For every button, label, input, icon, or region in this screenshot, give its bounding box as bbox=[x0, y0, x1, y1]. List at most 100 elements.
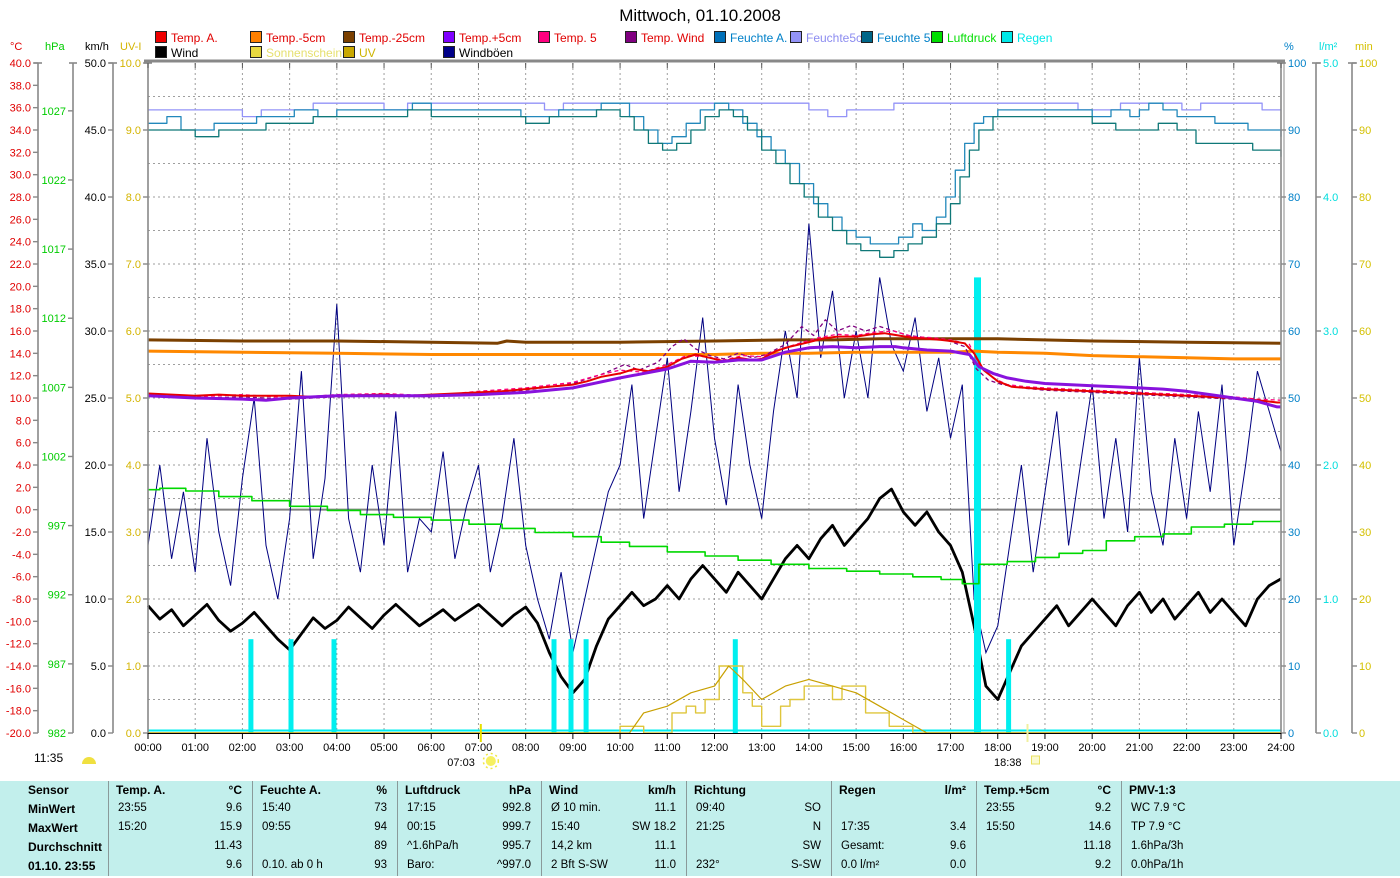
svg-text:-20.0: -20.0 bbox=[6, 728, 31, 740]
luftdruck-line bbox=[148, 487, 1282, 585]
wind-line bbox=[146, 487, 1282, 701]
svg-text:00:00: 00:00 bbox=[134, 742, 162, 754]
svg-text:80: 80 bbox=[1359, 192, 1371, 204]
svg-text:-16.0: -16.0 bbox=[6, 683, 31, 695]
legend-swatch bbox=[443, 46, 455, 58]
svg-text:1007: 1007 bbox=[42, 382, 66, 394]
table-column-divider bbox=[831, 781, 832, 876]
cell-time: 15:50 bbox=[986, 821, 1015, 833]
svg-text:1012: 1012 bbox=[42, 313, 66, 325]
svg-text:5.0: 5.0 bbox=[91, 661, 106, 673]
svg-text:UV-I: UV-I bbox=[120, 41, 141, 53]
column-unit: °C bbox=[228, 783, 242, 797]
cell-time: 15:40 bbox=[262, 802, 291, 814]
legend-item-feuchte-a-: Feuchte A. bbox=[714, 31, 787, 45]
svg-text:26.0: 26.0 bbox=[10, 214, 31, 226]
legend-swatch bbox=[931, 31, 943, 43]
svg-text:10.0: 10.0 bbox=[10, 393, 31, 405]
svg-text:23:00: 23:00 bbox=[1220, 742, 1248, 754]
legend-label: Temp.-5cm bbox=[266, 31, 326, 45]
cell-time: 17:35 bbox=[841, 821, 870, 833]
svg-text:50.0: 50.0 bbox=[85, 58, 106, 70]
svg-text:40.0: 40.0 bbox=[85, 192, 106, 204]
svg-text:0.0: 0.0 bbox=[1323, 728, 1338, 740]
legend-item-windb-en: Windböen bbox=[443, 46, 513, 60]
table-column-divider bbox=[397, 781, 398, 876]
table-column-divider bbox=[1121, 781, 1122, 876]
svg-text:0: 0 bbox=[1359, 728, 1365, 740]
svg-text:14.0: 14.0 bbox=[10, 348, 31, 360]
legend-label: Temp. 5 bbox=[554, 31, 597, 45]
svg-text:70: 70 bbox=[1359, 259, 1371, 271]
x-axis-labels: 00:00 01:00 02:00 03:00 04:00 05:00 06:00 07:00… bbox=[134, 63, 1295, 754]
svg-text:-2.0: -2.0 bbox=[12, 527, 31, 539]
svg-text:40: 40 bbox=[1288, 460, 1300, 472]
column-unit: °C bbox=[1097, 783, 1111, 797]
cell-value: 94 bbox=[374, 821, 387, 833]
legend-item-luftdruck: Luftdruck bbox=[931, 31, 996, 45]
svg-text:30.0: 30.0 bbox=[10, 170, 31, 182]
column-unit: hPa bbox=[508, 783, 531, 797]
cell-value: SO bbox=[804, 802, 821, 814]
svg-text:10.0: 10.0 bbox=[85, 594, 106, 606]
legend-row-2: Wind Sonnenschein UV Windböen bbox=[0, 46, 1400, 61]
svg-text:12:00: 12:00 bbox=[701, 742, 729, 754]
cell-value: 9.2 bbox=[1095, 859, 1111, 871]
legend-item-temp-5: Temp. 5 bbox=[538, 31, 597, 45]
column-header: Regen bbox=[839, 783, 876, 797]
svg-text:5.0: 5.0 bbox=[1323, 58, 1338, 70]
svg-text:10:00: 10:00 bbox=[606, 742, 634, 754]
svg-text:4.0: 4.0 bbox=[1323, 192, 1338, 204]
svg-text:50: 50 bbox=[1359, 393, 1371, 405]
cell-value: 0.0 bbox=[950, 859, 966, 871]
legend-item-sonnenschein: Sonnenschein bbox=[250, 46, 342, 60]
table-column-divider bbox=[252, 781, 253, 876]
svg-text:km/h: km/h bbox=[85, 41, 109, 53]
legend-item-regen: Regen bbox=[1001, 31, 1052, 45]
sunset-marker: 18:38 bbox=[994, 724, 1040, 769]
svg-text:5.0: 5.0 bbox=[126, 393, 141, 405]
svg-text:36.0: 36.0 bbox=[10, 103, 31, 115]
cell-time: Ø 10 min. bbox=[551, 802, 601, 814]
svg-text:16.0: 16.0 bbox=[10, 326, 31, 338]
grid bbox=[148, 63, 1281, 733]
rain-bars bbox=[248, 277, 1012, 733]
svg-text:03:00: 03:00 bbox=[276, 742, 304, 754]
svg-text:-18.0: -18.0 bbox=[6, 706, 31, 718]
svg-text:07:00: 07:00 bbox=[465, 742, 493, 754]
legend-swatch bbox=[538, 31, 550, 43]
svg-text:22:00: 22:00 bbox=[1173, 742, 1201, 754]
feuchte-5-line bbox=[148, 109, 1282, 258]
svg-text:0: 0 bbox=[1288, 728, 1294, 740]
svg-text:04:00: 04:00 bbox=[323, 742, 351, 754]
cell-value: 9.6 bbox=[950, 840, 966, 852]
cell-time: 17:15 bbox=[407, 802, 436, 814]
svg-text:%: % bbox=[1284, 41, 1294, 53]
svg-text:40.0: 40.0 bbox=[10, 58, 31, 70]
cell-time: TP 7.9 °C bbox=[1131, 821, 1181, 833]
svg-text:20: 20 bbox=[1288, 594, 1300, 606]
cell-time: 00:15 bbox=[407, 821, 436, 833]
row-label: MaxWert bbox=[28, 821, 78, 835]
cell-value: 995.7 bbox=[502, 840, 531, 852]
cell-time: 15:40 bbox=[551, 821, 580, 833]
svg-text:-14.0: -14.0 bbox=[6, 661, 31, 673]
svg-text:11:00: 11:00 bbox=[654, 742, 681, 754]
svg-text:40: 40 bbox=[1359, 460, 1371, 472]
cell-value: 3.4 bbox=[950, 821, 966, 833]
table-column-divider bbox=[686, 781, 687, 876]
legend-label: Temp.+5cm bbox=[459, 31, 522, 45]
svg-text:18:38: 18:38 bbox=[994, 757, 1022, 769]
legend-label: Temp. Wind bbox=[641, 31, 705, 45]
column-header: Feuchte A. bbox=[260, 783, 321, 797]
svg-text:30: 30 bbox=[1288, 527, 1300, 539]
column-header: Luftdruck bbox=[405, 783, 461, 797]
svg-text:6.0: 6.0 bbox=[16, 438, 31, 450]
legend-swatch bbox=[343, 31, 355, 43]
cell-value: 15.9 bbox=[219, 821, 242, 833]
svg-text:0.0: 0.0 bbox=[91, 728, 106, 740]
svg-text:32.0: 32.0 bbox=[10, 147, 31, 159]
cell-value: 11.1 bbox=[654, 802, 676, 814]
cell-time: 15:20 bbox=[118, 821, 147, 833]
